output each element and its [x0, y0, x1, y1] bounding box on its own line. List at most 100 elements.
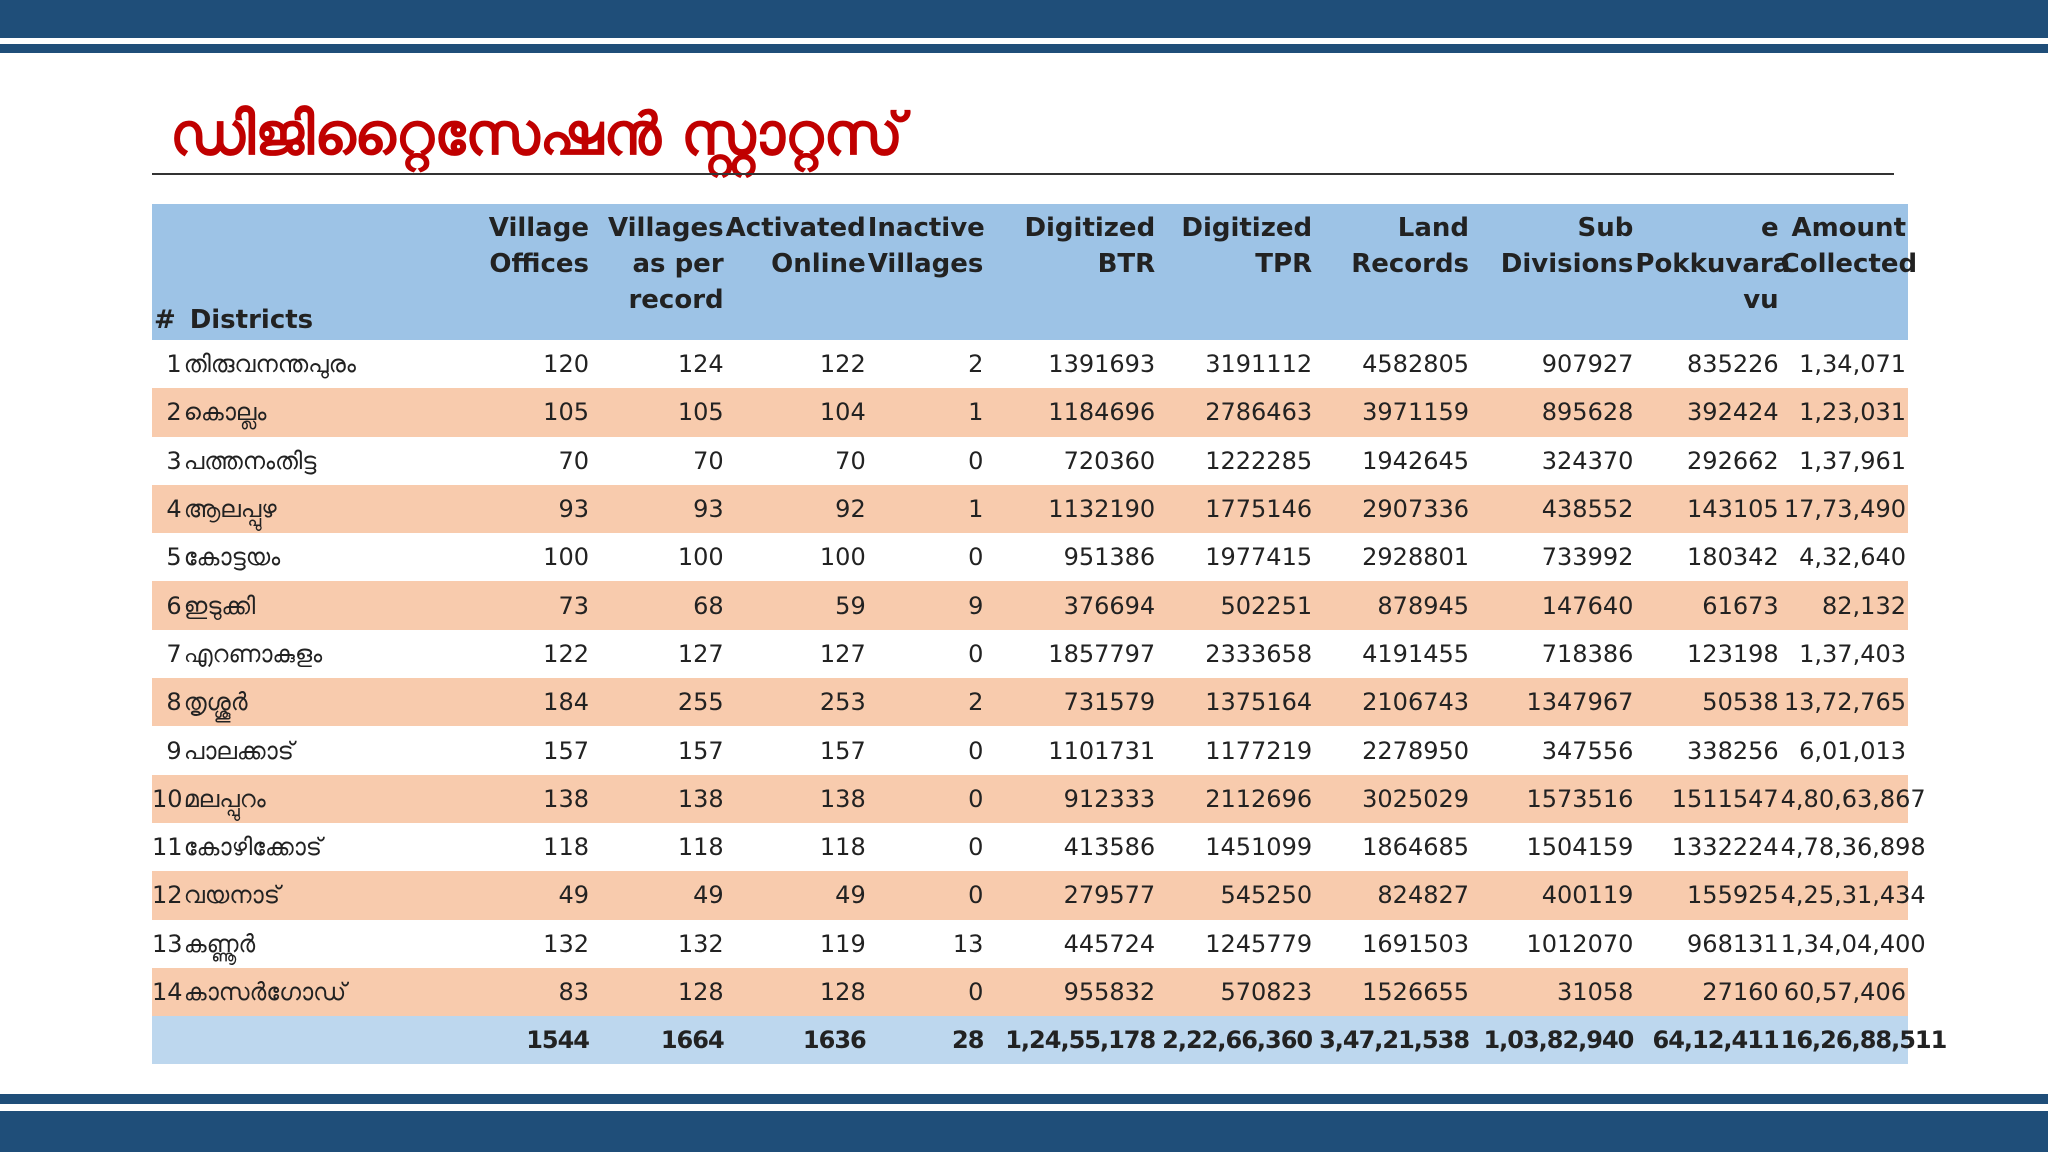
total-district — [182, 1016, 456, 1064]
cell-num: 1 — [166, 350, 182, 379]
cell-inactive-villages: 0 — [968, 543, 984, 572]
total-inactive-villages: 28 — [952, 1026, 984, 1055]
cell-district: എറണാകുളം — [183, 639, 323, 668]
cell-district: കൊല്ലം — [183, 398, 267, 427]
header-sub-divisions: Sub Divisions — [1500, 213, 1634, 279]
cell-e-pokkuvaravu: 61673 — [1702, 591, 1779, 620]
cell-num: 2 — [166, 398, 182, 427]
cell-sub-divisions: 1573516 — [1526, 784, 1634, 813]
bottom-band-thin — [0, 1094, 2048, 1104]
cell-sub-divisions: 895628 — [1541, 398, 1634, 427]
cell-inactive-villages: 0 — [968, 446, 984, 475]
cell-land-records: 878945 — [1377, 591, 1470, 620]
cell-activated-online: 49 — [835, 881, 866, 910]
cell-digitized-tpr: 2112696 — [1205, 784, 1313, 813]
cell-sub-divisions: 907927 — [1541, 350, 1634, 379]
cell-amount-collected: 4,25,31,434 — [1780, 881, 1926, 910]
cell-e-pokkuvaravu: 392424 — [1687, 398, 1779, 427]
table-row: 6 ഇടുക്കി 73 68 59 9 376694 502251 878945 147640 6… — [152, 581, 1908, 630]
cell-digitized-tpr: 2786463 — [1205, 398, 1313, 427]
table-row: 11 കോഴിക്കോട് 118 118 118 0 413586 1451099 18646… — [152, 822, 1926, 872]
cell-land-records: 4191455 — [1362, 639, 1470, 668]
total-e-pokkuvaravu: 64,12,411 — [1652, 1026, 1780, 1055]
cell-amount-collected: 4,80,63,867 — [1780, 784, 1926, 813]
cell-land-records: 2278950 — [1362, 736, 1470, 765]
total-village-offices: 1544 — [526, 1026, 590, 1055]
cell-sub-divisions: 438552 — [1541, 495, 1634, 524]
cell-district: ആലപ്പുഴ — [183, 495, 277, 524]
cell-district: മലപ്പുറം — [183, 784, 266, 813]
cell-village-offices: 157 — [543, 736, 589, 765]
table-row: 2 കൊല്ലം 105 105 104 1 1184696 2786463 3971159 89… — [152, 388, 1908, 437]
total-amount-collected: 16,26,88,511 — [1780, 1026, 1948, 1055]
cell-villages-record: 118 — [677, 833, 724, 862]
table-row: 7 എറണാകുളം 122 127 127 0 1857797 2333658 4191455… — [152, 629, 1908, 679]
cell-num: 8 — [166, 688, 182, 717]
total-digitized-tpr: 2,22,66,360 — [1162, 1026, 1313, 1055]
table-row: 10 മലപ്പുറം 138 138 138 0 912333 2112696 3025029… — [152, 774, 1926, 823]
cell-digitized-tpr: 2333658 — [1205, 639, 1313, 668]
cell-e-pokkuvaravu: 27160 — [1702, 978, 1779, 1006]
table-row: 13 കണ്ണൂർ 132 132 119 13 445724 1245779 1691503 1… — [152, 919, 1926, 968]
cell-digitized-btr: 720360 — [1063, 446, 1156, 475]
table-row: 4 ആലപ്പുഴ 93 93 92 1 1132190 1775146 2907336 4385… — [152, 484, 1908, 534]
cell-villages-record: 93 — [693, 495, 724, 524]
header-num: # — [154, 305, 176, 335]
total-num — [152, 1016, 182, 1064]
cell-land-records: 2106743 — [1362, 688, 1470, 717]
cell-e-pokkuvaravu: 1332224 — [1671, 833, 1779, 862]
table-row: 14 കാസർഗോഡ് 83 128 128 0 955832 570823 1526655 31… — [152, 967, 1908, 1017]
cell-digitized-btr: 279577 — [1063, 881, 1156, 910]
cell-e-pokkuvaravu: 1511547 — [1671, 784, 1779, 813]
header-villages-record: Villages as per record — [607, 213, 724, 315]
cell-digitized-btr: 1857797 — [1048, 639, 1156, 668]
cell-villages-record: 124 — [677, 350, 724, 379]
cell-amount-collected: 6,01,013 — [1799, 736, 1906, 765]
header-digitized-tpr: Digitized TPR — [1181, 213, 1313, 279]
cell-amount-collected: 13,72,765 — [1783, 688, 1906, 717]
cell-sub-divisions: 147640 — [1541, 591, 1634, 620]
cell-e-pokkuvaravu: 155925 — [1687, 881, 1779, 910]
cell-sub-divisions: 400119 — [1541, 881, 1634, 910]
table-row: 9 പാലക്കാട് 157 157 157 0 1101731 1177219 227895… — [152, 726, 1908, 775]
cell-num: 4 — [166, 495, 182, 524]
cell-district: പാലക്കാട് — [183, 736, 294, 765]
cell-villages-record: 105 — [677, 398, 724, 427]
table-row: 1 തിരുവനന്തപുരം 120 124 122 2 1391693 3191112 45… — [152, 340, 1908, 389]
total-villages-record: 1664 — [660, 1026, 725, 1055]
cell-digitized-btr: 1132190 — [1048, 495, 1156, 524]
cell-villages-record: 255 — [677, 688, 724, 717]
cell-sub-divisions: 31058 — [1557, 978, 1634, 1006]
cell-village-offices: 184 — [543, 688, 589, 717]
cell-digitized-tpr: 1977415 — [1205, 543, 1313, 572]
cell-e-pokkuvaravu: 835226 — [1687, 350, 1779, 379]
table-row: 5 കോട്ടയം 100 100 100 0 951386 1977415 2928801 73… — [152, 533, 1908, 582]
cell-num: 9 — [166, 736, 182, 765]
cell-digitized-tpr: 1775146 — [1205, 495, 1313, 524]
total-sub-divisions: 1,03,82,940 — [1483, 1026, 1634, 1055]
cell-amount-collected: 1,34,04,400 — [1780, 929, 1926, 958]
cell-activated-online: 127 — [819, 639, 866, 668]
title-rule — [152, 173, 1894, 175]
cell-digitized-btr: 1184696 — [1048, 398, 1156, 427]
cell-land-records: 824827 — [1377, 881, 1470, 910]
cell-district: കാസർഗോഡ് — [183, 978, 347, 1006]
cell-district: കണ്ണൂർ — [183, 929, 256, 958]
table-header-row: # Districts Village Offices Villages as pe… — [152, 204, 1918, 340]
cell-district: തിരുവനന്തപുരം — [183, 350, 356, 379]
cell-village-offices: 120 — [543, 350, 589, 379]
cell-land-records: 1526655 — [1362, 978, 1470, 1006]
cell-land-records: 1942645 — [1362, 446, 1470, 475]
cell-district: കോട്ടയം — [183, 543, 281, 572]
cell-amount-collected: 17,73,490 — [1783, 495, 1906, 524]
cell-num: 6 — [166, 591, 182, 620]
cell-village-offices: 138 — [543, 784, 589, 813]
cell-inactive-villages: 1 — [968, 398, 984, 427]
cell-sub-divisions: 1504159 — [1526, 833, 1634, 862]
cell-num: 7 — [166, 639, 182, 668]
cell-digitized-tpr: 545250 — [1220, 881, 1313, 910]
cell-amount-collected: 4,32,640 — [1799, 543, 1906, 572]
total-land-records: 3,47,21,538 — [1319, 1026, 1470, 1055]
cell-village-offices: 73 — [558, 591, 589, 620]
header-amount-collected: Amount Collected — [1780, 213, 1918, 279]
